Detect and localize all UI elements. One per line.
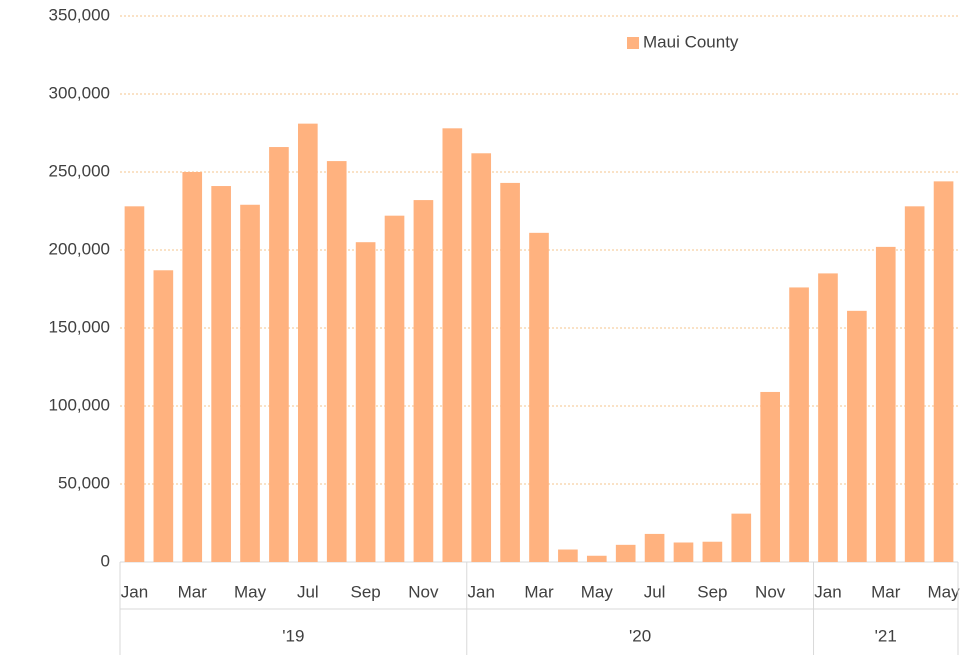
bar: [933, 181, 954, 563]
x-tick-label: May: [927, 582, 960, 601]
x-tick-label: Jul: [644, 582, 666, 601]
bar: [413, 200, 434, 562]
bar: [442, 128, 463, 562]
x-tick-label: Jan: [814, 582, 841, 601]
bar: [673, 542, 694, 562]
bar: [182, 172, 203, 562]
y-tick-label: 150,000: [49, 317, 110, 336]
group-label: '19: [282, 626, 304, 645]
legend-swatch: [627, 37, 639, 49]
bar: [326, 161, 347, 562]
bar: [847, 310, 867, 562]
bar: [615, 544, 636, 562]
y-tick-label: 0: [101, 551, 110, 570]
bar: [269, 147, 289, 563]
y-tick-label: 350,000: [49, 5, 110, 24]
x-tick-label: Nov: [755, 582, 786, 601]
bar: [875, 246, 896, 562]
bar: [529, 232, 549, 562]
bar: [240, 204, 260, 562]
bar: [355, 242, 376, 562]
bar: [500, 182, 520, 563]
bar: [760, 391, 780, 562]
x-tick-label: May: [581, 582, 614, 601]
legend-label: Maui County: [643, 32, 739, 51]
x-tick-label: Mar: [871, 582, 901, 601]
x-tick-label: Sep: [350, 582, 380, 601]
y-tick-label: 100,000: [49, 395, 110, 414]
x-tick-label: May: [234, 582, 267, 601]
x-tick-label: Jan: [467, 582, 494, 601]
x-tick-label: Mar: [524, 582, 554, 601]
bar: [789, 287, 809, 562]
bar: [702, 541, 723, 562]
bar: [124, 206, 145, 562]
x-tick-label: Jan: [121, 582, 148, 601]
bar: [211, 186, 231, 563]
y-tick-label: 200,000: [49, 239, 110, 258]
group-label: '20: [629, 626, 651, 645]
bar: [471, 153, 492, 562]
bar: [904, 206, 925, 562]
x-tick-label: Nov: [408, 582, 439, 601]
bar: [153, 270, 174, 562]
y-tick-label: 50,000: [58, 473, 110, 492]
group-label: '21: [875, 626, 897, 645]
bar: [644, 533, 665, 562]
bar: [384, 215, 405, 562]
bar: [298, 123, 318, 562]
bar: [731, 513, 752, 562]
x-tick-label: Sep: [697, 582, 727, 601]
bar: [818, 273, 838, 562]
x-tick-label: Mar: [178, 582, 208, 601]
bar: [558, 549, 578, 562]
y-tick-label: 300,000: [49, 83, 110, 102]
y-tick-label: 250,000: [49, 161, 110, 180]
x-tick-label: Jul: [297, 582, 319, 601]
bar: [586, 555, 607, 562]
